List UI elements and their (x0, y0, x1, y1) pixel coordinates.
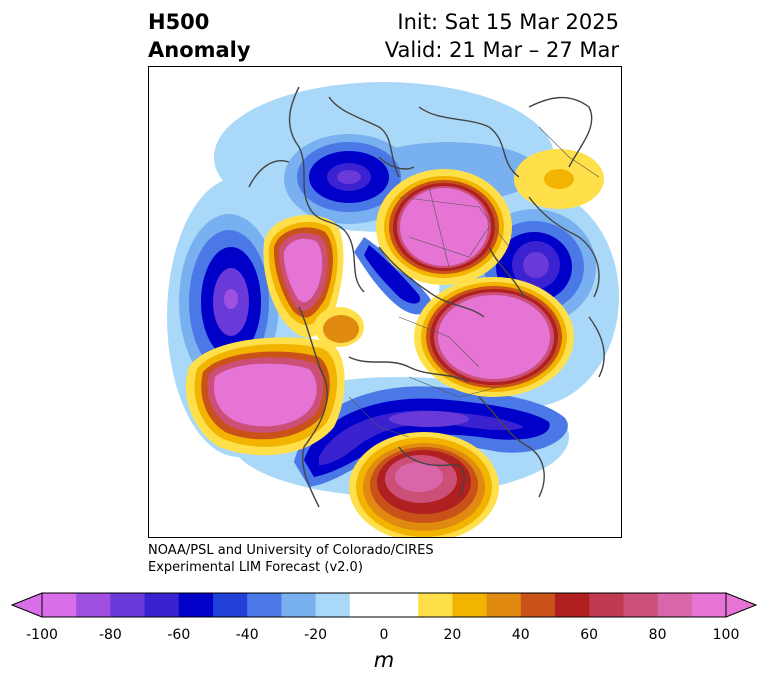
positive-anomaly-upper-center (376, 169, 512, 285)
colorbar-bin (418, 593, 453, 617)
colorbar-bin (589, 593, 624, 617)
colorbar-bin (520, 593, 556, 617)
colorbar-bin (349, 593, 419, 617)
colorbar-tick-label: 100 (712, 627, 740, 643)
colorbar-bin (144, 593, 180, 617)
colorbar-tick-label: -40 (235, 627, 259, 643)
negative-anomaly-canada (284, 134, 414, 224)
colorbar-bin (691, 593, 727, 617)
credit-text: NOAA/PSL and University of Colorado/CIRE… (148, 542, 434, 576)
colorbar-tick-label: -100 (26, 627, 58, 643)
negative-anomaly-pacific-west (179, 214, 279, 390)
positive-anomaly-europe (514, 149, 604, 209)
colorbar-tick-label: -80 (98, 627, 122, 643)
colorbar-tick-label: 0 (379, 627, 389, 643)
forecast-map (148, 66, 622, 538)
colorbar-tick-label: 20 (443, 627, 462, 643)
colorbar-tick-label: 40 (511, 627, 530, 643)
colorbar-bin (281, 593, 317, 617)
colorbar-over-arrow (725, 592, 758, 618)
negative-anomaly-pole (354, 237, 432, 315)
colorbar-bin (76, 593, 111, 617)
positive-anomaly-upper-left (263, 214, 344, 338)
colorbar (10, 592, 758, 618)
credit-line-2: Experimental LIM Forecast (v2.0) (148, 560, 363, 575)
colorbar-bin (486, 593, 522, 617)
colorbar-bin (657, 593, 693, 617)
colorbar-bin (452, 593, 488, 617)
colorbar-under-arrow (10, 592, 43, 618)
colorbar-tick-label: -20 (304, 627, 328, 643)
colorbar-bin (178, 593, 214, 617)
pole-marker (380, 297, 390, 307)
variable-title: H500 (148, 10, 210, 34)
colorbar-bins (42, 593, 727, 617)
colorbar-bin (555, 593, 590, 617)
variable-subtitle: Anomaly (148, 38, 251, 62)
positive-anomaly-north-pacific (185, 337, 345, 456)
credit-line-1: NOAA/PSL and University of Colorado/CIRE… (148, 543, 434, 558)
colorbar-tick-label: 60 (580, 627, 599, 643)
colorbar-tick-label: 80 (648, 627, 667, 643)
political-borders (348, 126, 600, 438)
colorbar-bin (247, 593, 282, 617)
anomaly-map-svg (167, 82, 619, 537)
colorbar-bin (213, 593, 248, 617)
init-date: Init: Sat 15 Mar 2025 (397, 10, 619, 34)
colorbar-outline (41, 592, 727, 618)
colorbar-bin (623, 593, 659, 617)
coastlines (248, 86, 605, 508)
colorbar-unit-label: m (373, 648, 395, 672)
positive-anomaly-atlantic (414, 277, 574, 397)
title-left: H500 Anomaly (148, 8, 251, 64)
colorbar-bin (315, 593, 351, 617)
positive-anomaly-southeast-us (349, 432, 499, 537)
colorbar-bin (42, 593, 77, 617)
colorbar-tick-label: -60 (167, 627, 191, 643)
valid-date-range: Valid: 21 Mar – 27 Mar (384, 38, 619, 62)
positive-anomaly-center (314, 307, 364, 347)
title-right: Init: Sat 15 Mar 2025 Valid: 21 Mar – 27… (385, 8, 619, 64)
colorbar-bin (110, 593, 146, 617)
